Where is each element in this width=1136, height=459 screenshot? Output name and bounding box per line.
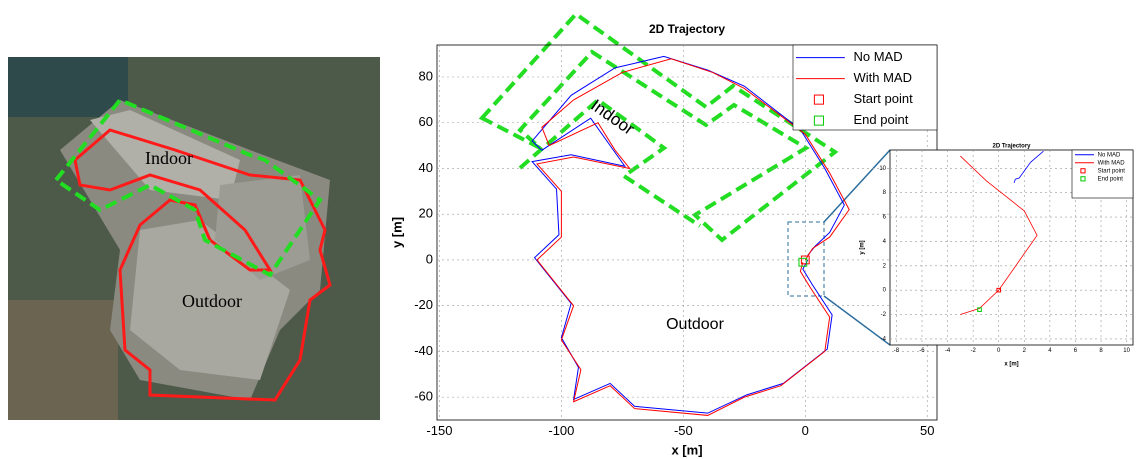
y-tick-label: -40 [414, 343, 433, 358]
y-tick-label: -20 [414, 297, 433, 312]
y-tick-label: 10 [879, 166, 886, 172]
legend-label: With MAD [853, 70, 912, 85]
figure: Indoor Outdoor -150-100-50050-60-40-2002… [0, 0, 1136, 459]
x-tick-label: -50 [674, 423, 693, 438]
legend-label: End point [1098, 176, 1124, 182]
y-axis-label: y [m] [860, 240, 866, 254]
x-tick-label: 4 [1048, 348, 1052, 354]
x-tick-label: 8 [1099, 348, 1103, 354]
y-tick-label: 0 [426, 251, 433, 266]
y-tick-label: 2 [883, 263, 887, 269]
x-axis-label: x [m] [671, 442, 702, 457]
y-tick-label: 20 [419, 206, 433, 221]
indoor-outline [482, 14, 835, 240]
y-tick-label: 40 [419, 160, 433, 175]
x-tick-label: 2 [1023, 348, 1027, 354]
photo-label: Outdoor [182, 291, 242, 311]
x-tick-label: -6 [919, 348, 925, 354]
y-tick-label: -2 [881, 312, 887, 318]
y-tick-label: 6 [883, 215, 887, 221]
chart: -8 -6 -4 -2 0 2 4 6 8 10 -4 -2 0 2 4 6 8 10 2D Trajectory x… [860, 144, 1133, 368]
photo-label: Indoor [145, 148, 193, 168]
x-axis-label: x [m] [1004, 362, 1018, 368]
x-tick-label: -150 [426, 423, 452, 438]
chart-title: 2D Trajectory [649, 22, 725, 36]
x-tick-label: 0 [997, 348, 1001, 354]
x-tick-label: -100 [548, 423, 574, 438]
x-tick-label: 10 [1123, 348, 1130, 354]
x-tick-label: 50 [920, 423, 934, 438]
legend-label: No MAD [1098, 152, 1121, 158]
x-tick-label: -2 [970, 348, 976, 354]
x-tick-label: 0 [802, 423, 809, 438]
annotation: Outdoor [666, 316, 724, 333]
y-axis-label: y [m] [389, 217, 404, 248]
legend-label: Start point [853, 91, 913, 106]
legend-label: Start point [1098, 168, 1126, 174]
legend-label: End point [853, 112, 908, 127]
satellite-photo: Indoor Outdoor [8, 57, 380, 420]
y-tick-label: 4 [883, 239, 887, 245]
x-tick-label: -4 [945, 348, 951, 354]
legend-label: With MAD [1098, 160, 1126, 166]
chart-title: 2D Trajectory [992, 144, 1031, 150]
y-tick-label: 80 [419, 68, 433, 83]
y-tick-label: -4 [881, 336, 887, 342]
y-tick-label: 60 [419, 114, 433, 129]
y-tick-label: 0 [883, 288, 887, 294]
x-tick-label: -8 [894, 348, 900, 354]
legend-label: No MAD [853, 49, 902, 64]
x-tick-label: 6 [1074, 348, 1078, 354]
annotation: Indoor [587, 96, 638, 139]
y-tick-label: 8 [883, 190, 887, 196]
y-tick-label: -60 [414, 389, 433, 404]
